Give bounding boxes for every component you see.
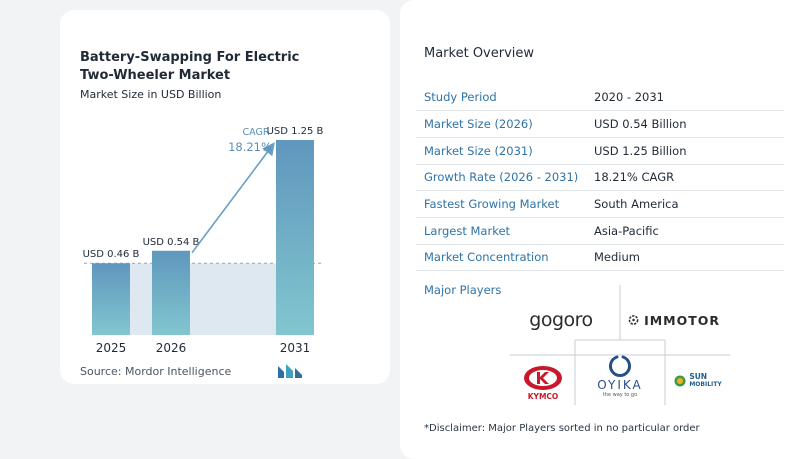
overview-row: Fastest Growing Market South America [416,190,784,218]
chart-title: Battery-Swapping For Electric Two-Wheele… [80,50,300,83]
cagr-value: 18.21% [228,140,272,154]
bar-2026 [152,250,190,335]
overview-key: Growth Rate (2026 - 2031) [416,164,586,192]
cagr-label: CAGR [243,127,270,138]
overview-key: Market Concentration [416,244,586,272]
kymco-logo: KYMCO [516,362,570,404]
overview-row: Study Period 2020 - 2031 [416,84,784,112]
overview-key: Market Size (2026) [416,110,586,138]
oyika-logo: OYIKA the way to go [580,350,660,402]
data-label-2031: USD 1.25 B [267,126,324,137]
kymco-emblem-icon [524,366,562,390]
overview-key: Largest Market [416,217,586,245]
overview-key: Market Size (2031) [416,137,586,165]
bar-2031 [276,140,314,335]
sun-mobility-sun-icon [674,375,686,387]
overview-table: Study Period 2020 - 2031 Market Size (20… [416,84,784,272]
bar-chart: USD 0.46 B 2025 USD 0.54 B 2026 USD 1.25 B 20… [83,126,324,355]
chart-card: Battery-Swapping For Electric Two-Wheele… [60,10,390,384]
players-title: Major Players [424,283,502,297]
overview-value: 2020 - 2031 [586,84,784,112]
bar-2025 [92,263,130,335]
gogoro-logo: gogoro [529,309,593,331]
overview-row: Largest Market Asia-Pacific [416,217,784,245]
overview-value: Asia-Pacific [586,217,784,245]
data-label-2025: USD 0.46 B [83,249,140,260]
overview-value: Medium [586,244,784,272]
overview-value: 18.21% CAGR [586,164,784,192]
oyika-ring-icon [609,355,631,377]
x-tick-label-2031: 2031 [280,341,311,355]
x-tick-label-2025: 2025 [96,341,127,355]
overview-row: Market Size (2031) USD 1.25 Billion [416,137,784,165]
immotor-logo: IMMOTOR [628,305,720,335]
overview-key: Fastest Growing Market [416,190,586,218]
sun-mobility-logo: SUN MOBILITY [668,366,728,396]
overview-key: Study Period [416,84,586,112]
immotor-gear-icon [628,315,639,325]
players-disclaimer: *Disclaimer: Major Players sorted in no … [424,423,700,434]
overview-value: USD 0.54 Billion [586,110,784,138]
x-tick-label-2026: 2026 [156,341,187,355]
overview-card: Market Overview Study Period 2020 - 2031… [400,0,800,459]
overview-row: Growth Rate (2026 - 2031) 18.21% CAGR [416,164,784,192]
overview-value: USD 1.25 Billion [586,137,784,165]
overview-row: Market Size (2026) USD 0.54 Billion [416,110,784,138]
overview-row: Market Concentration Medium [416,244,784,272]
data-label-2026: USD 0.54 B [143,237,200,248]
mordor-logo-icon [278,364,302,378]
chart-subtitle: Market Size in USD Billion [80,88,222,101]
overview-title: Market Overview [424,46,535,61]
cagr-arrow [191,142,275,254]
source-note: Source: Mordor Intelligence [80,365,232,378]
overview-value: South America [586,190,784,218]
